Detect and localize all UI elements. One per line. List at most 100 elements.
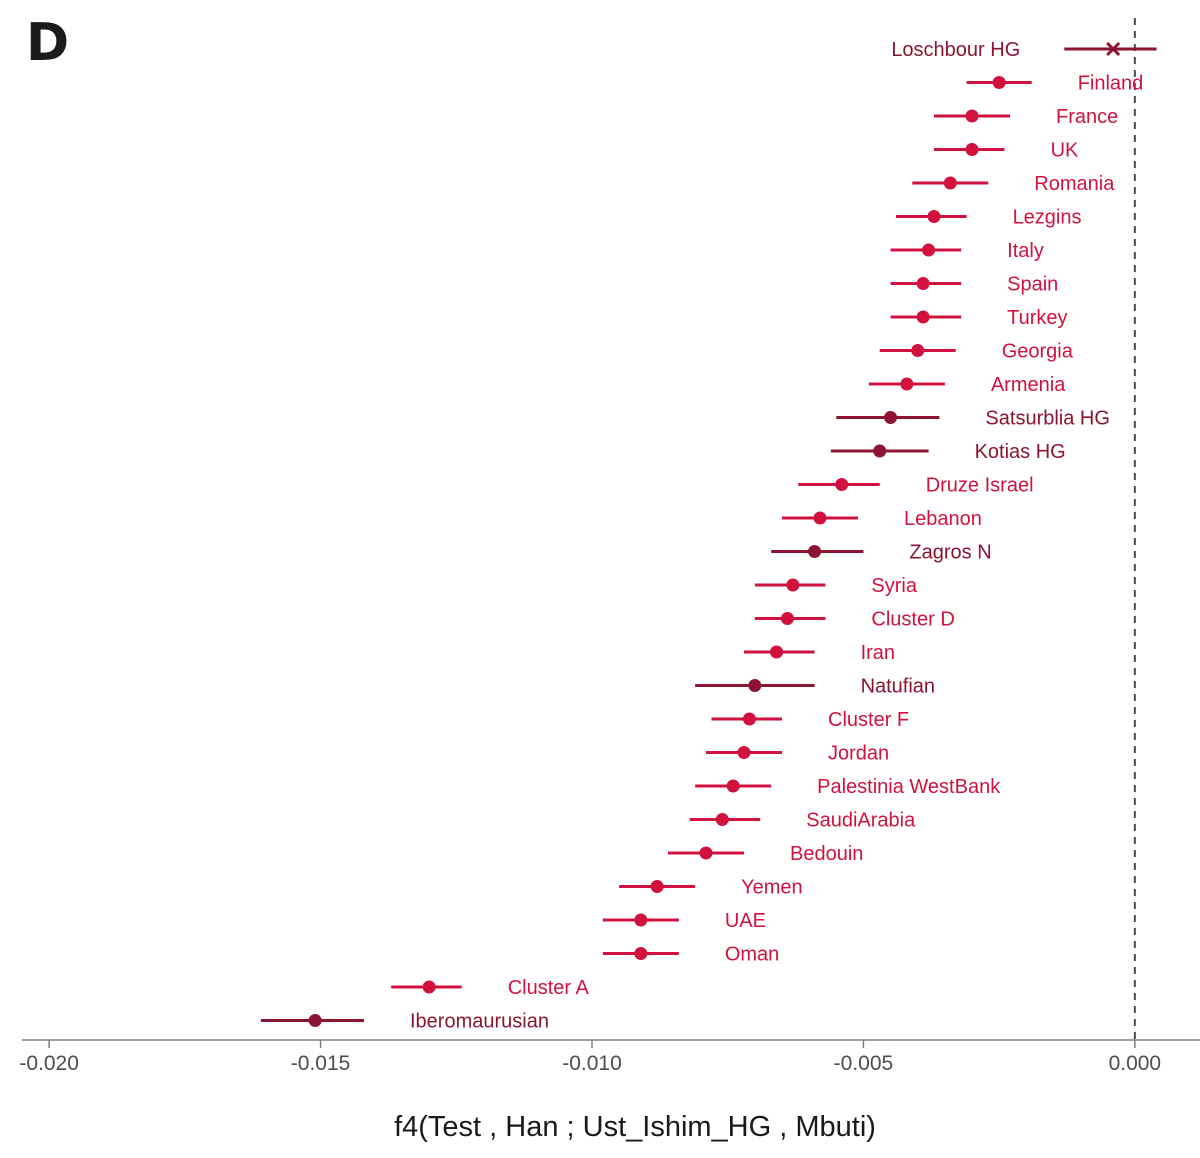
data-point: Lebanon bbox=[782, 508, 982, 530]
data-point: Cluster A bbox=[391, 977, 590, 999]
data-point: UAE bbox=[602, 910, 766, 932]
point-marker bbox=[808, 545, 822, 558]
point-label: Satsurblia HG bbox=[985, 408, 1110, 430]
point-marker bbox=[780, 612, 794, 625]
point-marker bbox=[992, 76, 1006, 89]
data-point: UK bbox=[934, 140, 1079, 162]
data-points: Loschbour HG Finland France UK Romania Lezgin… bbox=[260, 39, 1157, 1033]
point-marker bbox=[726, 779, 740, 793]
data-point: Cluster D bbox=[754, 609, 955, 631]
data-point: Loschbour HG bbox=[891, 39, 1157, 61]
point-marker bbox=[965, 143, 979, 156]
data-point: Kotias HG bbox=[830, 441, 1066, 463]
data-point: Oman bbox=[602, 944, 779, 966]
point-marker bbox=[813, 511, 827, 525]
data-point: Italy bbox=[890, 240, 1044, 262]
point-label: Spain bbox=[1007, 274, 1058, 296]
x-tick-label: 0.000 bbox=[1109, 1052, 1162, 1075]
point-label: Cluster D bbox=[871, 609, 954, 631]
point-label: Lebanon bbox=[904, 508, 982, 530]
point-marker bbox=[634, 913, 648, 927]
data-point: Syria bbox=[754, 575, 918, 597]
point-label: France bbox=[1056, 106, 1118, 128]
point-marker bbox=[770, 645, 784, 659]
point-label: Iberomaurusian bbox=[410, 1011, 549, 1033]
point-label: Cluster A bbox=[508, 977, 590, 999]
point-label: Syria bbox=[871, 575, 917, 597]
point-marker bbox=[308, 1014, 322, 1027]
point-marker bbox=[927, 210, 941, 223]
data-point: Armenia bbox=[868, 374, 1066, 396]
point-label: SaudiArabia bbox=[806, 810, 916, 832]
data-point: SaudiArabia bbox=[689, 810, 916, 832]
data-point: Romania bbox=[912, 173, 1115, 195]
point-marker bbox=[873, 444, 887, 458]
data-point: Natufian bbox=[695, 676, 935, 698]
x-axis-title: f4(Test , Han ; Ust_Ishim_HG , Mbuti) bbox=[394, 1111, 876, 1143]
x-tick-label: -0.005 bbox=[834, 1052, 894, 1075]
point-marker bbox=[943, 176, 957, 190]
point-marker bbox=[922, 243, 936, 257]
point-marker bbox=[965, 109, 979, 123]
point-label: Jordan bbox=[828, 743, 889, 765]
point-marker bbox=[422, 980, 436, 994]
data-point: Cluster F bbox=[711, 709, 909, 731]
data-point: Finland bbox=[966, 73, 1144, 95]
point-marker bbox=[737, 746, 751, 759]
point-marker bbox=[715, 813, 729, 826]
point-marker bbox=[650, 880, 664, 893]
point-label: Cluster F bbox=[828, 709, 909, 731]
data-point: Lezgins bbox=[896, 207, 1082, 229]
point-marker bbox=[748, 679, 762, 692]
x-tick-label: -0.020 bbox=[19, 1052, 79, 1075]
point-marker bbox=[884, 411, 898, 424]
point-marker bbox=[634, 947, 648, 960]
data-point: Satsurblia HG bbox=[836, 408, 1110, 430]
point-marker bbox=[916, 310, 930, 324]
point-marker bbox=[835, 478, 849, 491]
point-marker bbox=[786, 578, 800, 592]
data-point: Jordan bbox=[706, 743, 889, 765]
point-label: UAE bbox=[725, 910, 766, 932]
data-point: Georgia bbox=[879, 341, 1074, 363]
data-point: Druze Israel bbox=[798, 475, 1034, 497]
data-point: Turkey bbox=[890, 307, 1068, 329]
x-axis-ticks: -0.020 -0.015 -0.010 -0.005 0.000 bbox=[19, 1040, 1161, 1075]
point-label: Lezgins bbox=[1013, 207, 1082, 229]
x-tick-label: -0.010 bbox=[562, 1052, 622, 1075]
point-label: Romania bbox=[1034, 173, 1115, 195]
point-label: Bedouin bbox=[790, 843, 863, 865]
point-label: Turkey bbox=[1007, 307, 1067, 329]
point-label: Zagros N bbox=[909, 542, 991, 564]
data-point: Palestinia WestBank bbox=[695, 776, 1001, 798]
point-label: Palestinia WestBank bbox=[817, 776, 1001, 798]
point-label: Georgia bbox=[1002, 341, 1074, 363]
point-label: Oman bbox=[725, 944, 779, 966]
point-marker bbox=[699, 846, 713, 860]
x-tick-label: -0.015 bbox=[291, 1052, 351, 1075]
point-marker bbox=[900, 377, 914, 391]
point-label: Iran bbox=[861, 642, 895, 664]
point-label: UK bbox=[1051, 140, 1079, 162]
point-label: Druze Israel bbox=[926, 475, 1034, 497]
data-point: Iberomaurusian bbox=[260, 1011, 549, 1033]
point-marker bbox=[742, 712, 756, 726]
point-label: Loschbour HG bbox=[891, 39, 1020, 61]
data-point: Iran bbox=[744, 642, 895, 664]
point-marker bbox=[916, 277, 930, 290]
data-point: Bedouin bbox=[668, 843, 863, 865]
point-label: Finland bbox=[1078, 73, 1144, 95]
data-point: Spain bbox=[890, 274, 1058, 296]
point-marker-x bbox=[1106, 41, 1121, 57]
point-label: Natufian bbox=[861, 676, 936, 698]
data-point: France bbox=[934, 106, 1118, 128]
data-point: Zagros N bbox=[771, 542, 992, 564]
point-marker bbox=[911, 344, 925, 357]
point-label: Kotias HG bbox=[975, 441, 1066, 463]
point-label: Italy bbox=[1007, 240, 1044, 262]
panel-label: D bbox=[26, 13, 69, 73]
point-label: Armenia bbox=[991, 374, 1066, 396]
point-label: Yemen bbox=[741, 877, 803, 899]
data-point: Yemen bbox=[619, 877, 803, 899]
